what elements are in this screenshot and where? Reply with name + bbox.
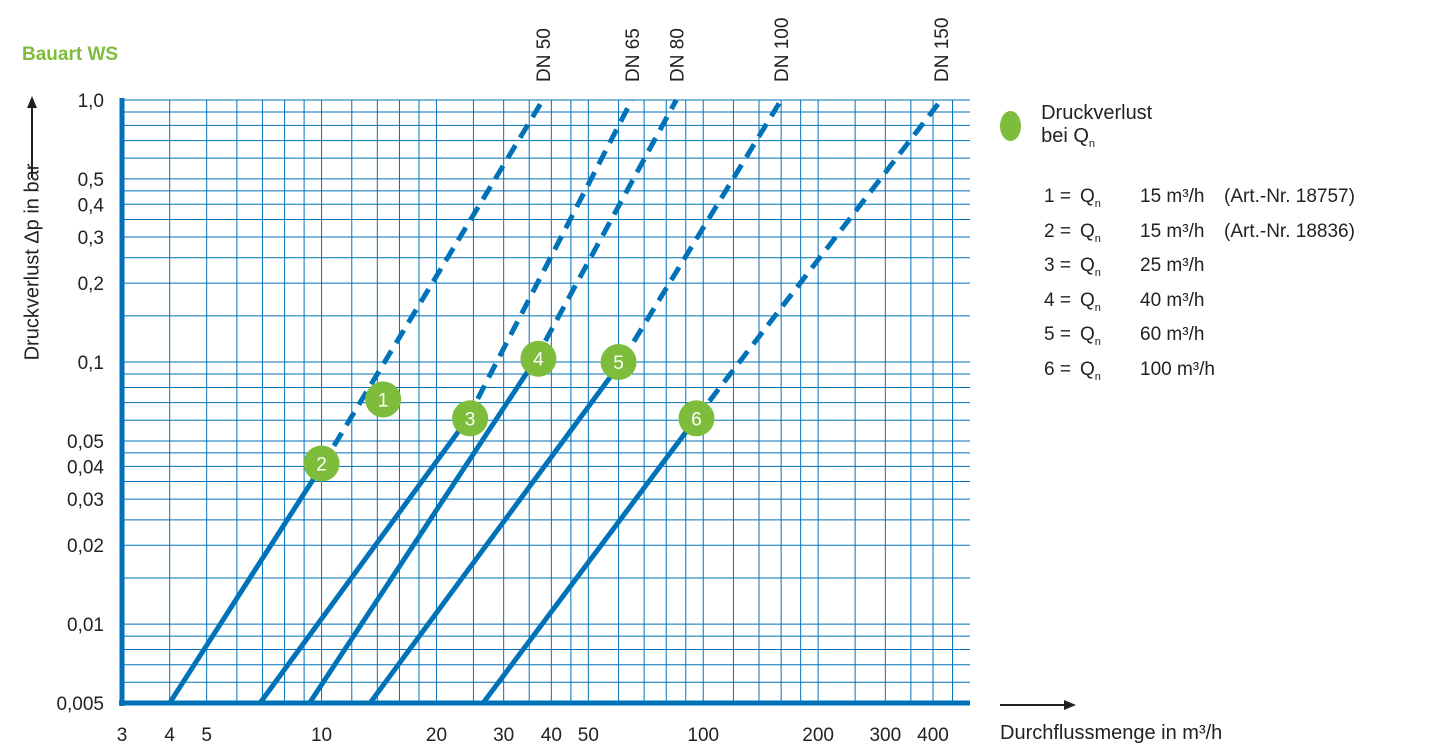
x-tick-label: 100	[687, 725, 719, 746]
y-tick-label: 0,03	[67, 490, 104, 511]
legend-item-number: 5 =	[1044, 324, 1071, 346]
legend-item-note: (Art.-Nr. 18757)	[1224, 186, 1355, 207]
series-label: DN 100	[772, 18, 793, 82]
x-tick-label: 200	[802, 725, 834, 746]
legend-item-q: Qn	[1080, 220, 1101, 245]
legend-item-q-sub: n	[1094, 266, 1101, 279]
data-marker-label: 5	[613, 353, 624, 374]
y-tick-label: 0,04	[67, 457, 104, 478]
x-tick-label: 3	[117, 725, 128, 746]
legend-item-flow: 15 m³/h	[1140, 186, 1205, 207]
data-marker-label: 4	[533, 350, 544, 371]
series-line-solid	[481, 418, 697, 705]
legend-title: Druckverlust bei Qn	[1041, 102, 1161, 150]
x-axis-title: Durchflussmenge in m³/h	[1000, 722, 1223, 744]
data-marker-label: 6	[691, 409, 702, 430]
y-tick-label: 0,05	[67, 432, 104, 453]
data-marker-label: 2	[316, 455, 327, 476]
legend-item-q: Qn	[1080, 186, 1101, 210]
legend-list: 1 = Qn 15 m³/h (Art.-Nr. 18757) 2 = Qn 15 m³/h…	[1044, 180, 1355, 388]
legend-title-sub: n	[1088, 138, 1096, 150]
legend-marker-swatch	[1000, 111, 1022, 141]
legend-item-flow: 15 m³/h	[1140, 220, 1205, 242]
legend-item-q: Qn	[1080, 358, 1101, 383]
legend-item: 5 = Qn 60 m³/h	[1044, 318, 1355, 353]
legend-item-q-sub: n	[1094, 370, 1101, 383]
series-label: DN 65	[623, 28, 644, 82]
legend-title-row: Druckverlust bei Qn	[1000, 102, 1161, 150]
legend-item: 1 = Qn 15 m³/h (Art.-Nr. 18757)	[1044, 180, 1355, 215]
legend-item-note: (Art.-Nr. 18836)	[1224, 220, 1355, 242]
legend-item-number: 3 =	[1044, 255, 1071, 277]
y-tick-label: 0,4	[78, 195, 105, 216]
x-tick-label: 10	[311, 725, 332, 746]
legend-item-number: 2 =	[1044, 220, 1071, 242]
legend-item: 4 = Qn 40 m³/h	[1044, 284, 1355, 319]
legend-item: 6 = Qn 100 m³/h	[1044, 353, 1355, 388]
series-line-dashed	[692, 98, 944, 422]
legend-item-q-sub: n	[1094, 301, 1101, 314]
legend-item-number: 1 =	[1044, 186, 1071, 207]
series-line-solid	[368, 360, 624, 705]
legend-item-number: 6 =	[1044, 358, 1071, 380]
legend-item-q: Qn	[1080, 255, 1101, 279]
legend-item-flow: 40 m³/h	[1140, 289, 1205, 311]
series-line-dashed	[531, 98, 679, 364]
x-tick-label: 5	[201, 725, 212, 746]
x-tick-label: 20	[426, 725, 447, 746]
x-tick-label: 4	[164, 725, 175, 746]
x-tick-label: 30	[493, 725, 514, 746]
legend-item-flow: 60 m³/h	[1140, 324, 1205, 346]
legend-item-flow: 25 m³/h	[1140, 255, 1205, 277]
x-tick-label: 300	[869, 725, 901, 746]
legend-item: 2 = Qn 15 m³/h (Art.-Nr. 18836)	[1044, 215, 1355, 250]
legend-item-q-sub: n	[1094, 232, 1101, 245]
y-axis-arrowhead	[27, 96, 37, 108]
legend-item-q-sub: n	[1094, 336, 1101, 349]
legend-title-text: Druckverlust bei Q	[1041, 102, 1153, 147]
data-marker	[520, 340, 557, 377]
x-tick-label: 400	[917, 725, 949, 746]
data-marker	[303, 445, 340, 482]
data-marker	[678, 400, 715, 437]
series-label: DN 80	[667, 28, 688, 82]
legend-item: 3 = Qn 25 m³/h	[1044, 249, 1355, 284]
x-tick-label: 40	[541, 725, 562, 746]
data-marker	[600, 344, 637, 381]
y-tick-label: 1,0	[78, 91, 104, 112]
data-marker-label: 1	[378, 390, 389, 411]
series-line-dashed	[464, 98, 635, 422]
y-tick-label: 0,1	[78, 353, 104, 374]
series-line-dashed	[619, 98, 784, 364]
y-tick-label: 0,005	[56, 694, 104, 715]
data-marker	[365, 381, 402, 418]
x-tick-label: 50	[578, 725, 599, 746]
series-label: DN 150	[932, 18, 953, 82]
data-marker-label: 3	[465, 409, 476, 430]
legend-item-q: Qn	[1080, 324, 1101, 349]
y-tick-label: 0,3	[78, 228, 104, 249]
legend-item-q: Qn	[1080, 289, 1101, 314]
y-tick-label: 0,2	[78, 274, 104, 295]
legend-item-q-sub: n	[1094, 197, 1101, 210]
series-line-solid	[167, 464, 324, 705]
x-axis-arrowhead	[1064, 700, 1076, 710]
data-marker	[452, 400, 489, 437]
y-tick-label: 0,02	[67, 536, 104, 557]
y-tick-label: 0,01	[67, 615, 104, 636]
chart-title: Bauart WS	[22, 44, 119, 65]
series-label: DN 50	[534, 28, 555, 82]
series-line-solid	[307, 360, 536, 705]
series-line-solid	[258, 418, 469, 705]
legend-item-number: 4 =	[1044, 289, 1071, 311]
legend-item-flow: 100 m³/h	[1140, 358, 1215, 380]
y-tick-label: 0,5	[78, 170, 104, 191]
